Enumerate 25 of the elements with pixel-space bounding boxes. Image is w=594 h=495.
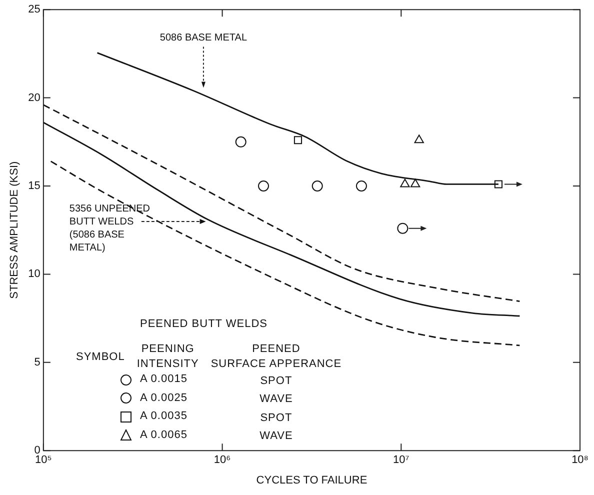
legend-label: A 0.0025: [140, 390, 188, 406]
annotation: WAVE: [258, 392, 294, 408]
annotation: SPOT: [259, 410, 294, 426]
x-tick-label: 10⁵: [35, 454, 52, 466]
x-tick-label: 10⁶: [214, 454, 231, 466]
series-label: 5356 UNPEENED BUTT WELDS (5086 BASE METAL): [69, 203, 150, 254]
annotation: PEENING INTENSITY: [136, 342, 200, 372]
y-axis-title: STRESS AMPLITUDE (KSI): [8, 161, 21, 299]
y-tick-label: 5: [34, 356, 40, 368]
y-tick-label: 25: [28, 4, 40, 16]
annotation: SYMBOL: [75, 350, 126, 364]
legend-title: PEENED BUTT WELDS: [140, 318, 268, 330]
annotation: WAVE: [258, 429, 294, 444]
y-tick-label: 15: [28, 180, 40, 192]
legend-label: A 0.0035: [140, 409, 188, 424]
annotation: PEENED SURFACE APPERANCE: [210, 342, 343, 372]
legend-label: A 0.0065: [140, 428, 188, 442]
x-tick-label: 10⁸: [572, 454, 588, 466]
text: 5086 BASE METAL: [160, 32, 248, 44]
x-axis-title: CYCLES TO FAILURE: [256, 474, 368, 486]
y-tick-label: 10: [28, 268, 40, 280]
x-tick-label: 10⁷: [393, 454, 410, 466]
legend-label: A 0.0015: [140, 372, 188, 387]
y-tick-label: 20: [28, 92, 40, 104]
annotation: SPOT: [259, 374, 294, 389]
